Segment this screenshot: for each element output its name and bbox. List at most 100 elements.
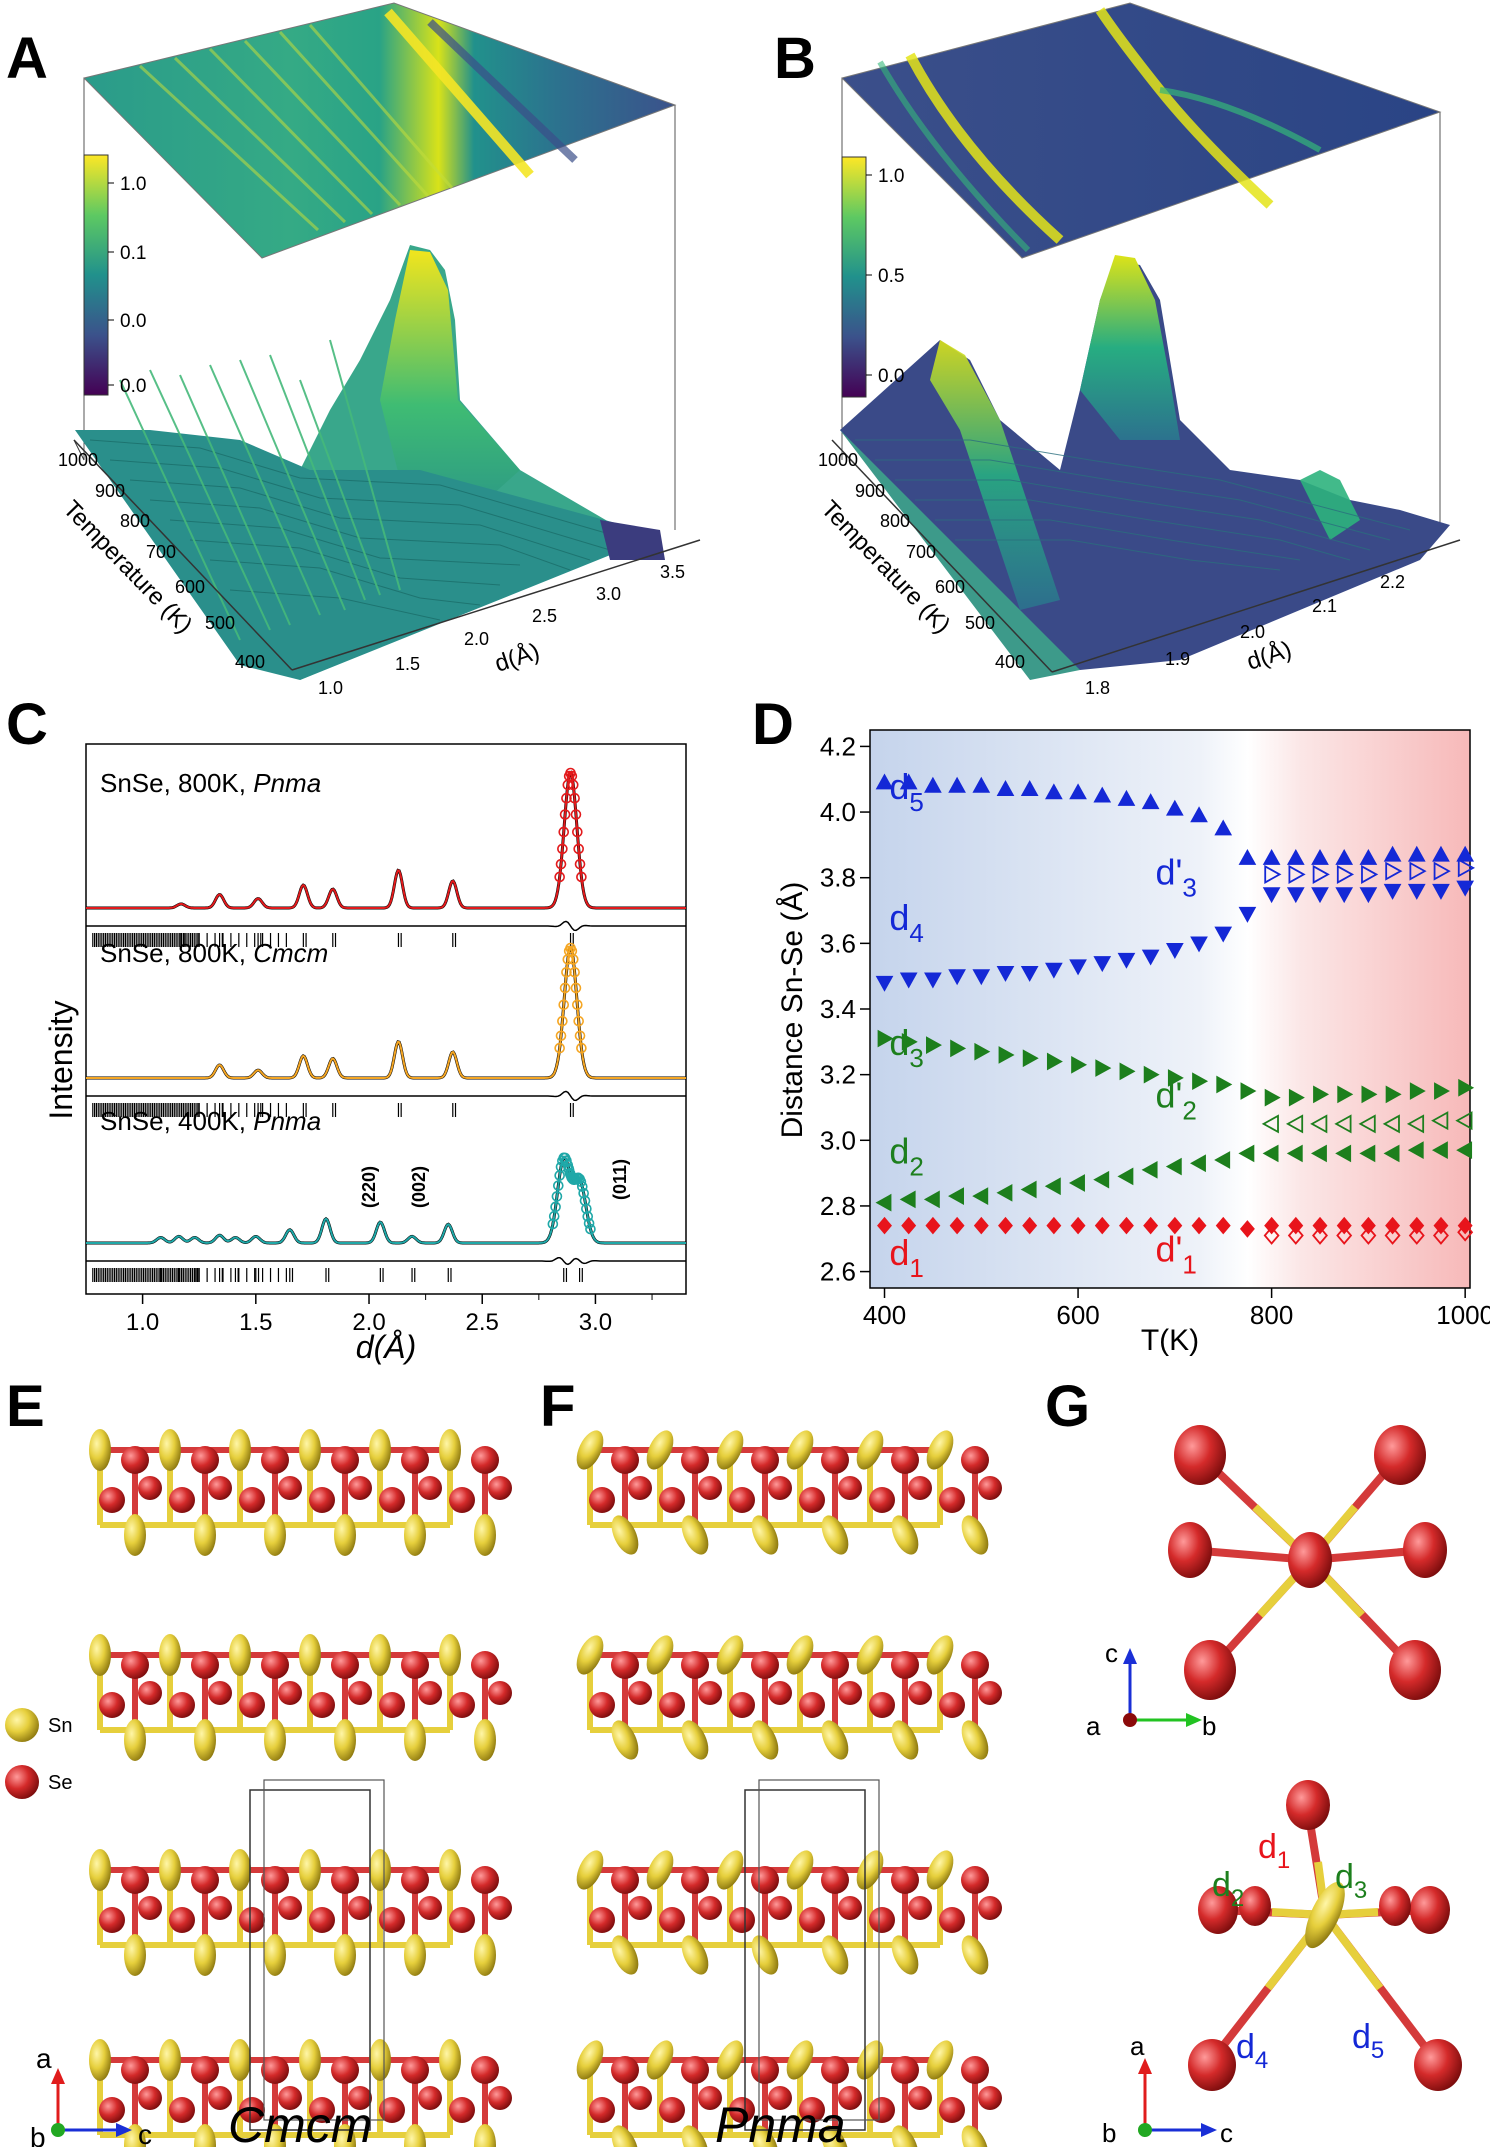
c-difference-curve — [86, 1257, 686, 1266]
d-marker — [972, 1187, 989, 1205]
d-marker — [949, 1216, 965, 1235]
d-marker — [1312, 1216, 1328, 1235]
se-atom — [821, 1651, 849, 1679]
d-marker — [877, 1216, 892, 1235]
sn-atom — [821, 1720, 849, 1760]
se-atom — [628, 1896, 652, 1920]
se-atom — [348, 1476, 372, 1500]
d-marker — [1165, 799, 1184, 816]
sn-atom — [611, 1515, 639, 1555]
se-atom — [838, 1896, 862, 1920]
se-atom — [1174, 1425, 1226, 1485]
sn-atom — [1288, 1532, 1332, 1588]
d-marker — [1141, 949, 1160, 966]
se-atom — [401, 1651, 429, 1679]
sn-atom — [334, 1514, 356, 1556]
se-atom — [331, 1651, 359, 1679]
d-marker — [1382, 1114, 1400, 1134]
d-marker — [1264, 1088, 1281, 1107]
d-marker — [1434, 1082, 1450, 1100]
d-marker — [948, 1187, 964, 1205]
se-atom — [331, 1866, 359, 1894]
c-data-point — [572, 999, 583, 1011]
b-y-tick: 700 — [906, 542, 936, 562]
se-atom — [261, 1651, 289, 1679]
sn-legend-icon — [5, 1708, 39, 1742]
se-atom — [908, 2086, 932, 2110]
a-y-tick: 1000 — [58, 450, 98, 470]
se-atom — [449, 2097, 475, 2123]
d-marker — [1457, 1222, 1474, 1242]
sn-atom — [369, 1429, 391, 1471]
f-space-group-label: Pnma — [715, 2097, 846, 2153]
se-atom — [659, 1487, 685, 1513]
c-data-point — [557, 843, 568, 855]
se-atom — [799, 1907, 825, 1933]
c-data-point — [559, 809, 571, 820]
a-y-tick: 500 — [205, 613, 235, 633]
d-marker — [1141, 1160, 1158, 1179]
d-marker — [1071, 1055, 1088, 1074]
d-marker — [1214, 1151, 1231, 1169]
se-legend-label: Se — [48, 1772, 72, 1794]
sn-atom — [576, 1430, 604, 1470]
d-marker — [973, 1216, 989, 1235]
d-marker — [1192, 1072, 1209, 1091]
c-fit-profile — [86, 946, 686, 1079]
sn-atom — [751, 2125, 779, 2147]
se-atom — [978, 2086, 1002, 2110]
se-atom — [681, 1446, 709, 1474]
c-data-point — [561, 966, 572, 978]
c-fit-profile — [86, 1156, 686, 1244]
sn-atom — [404, 1934, 426, 1976]
c-series-label: SnSe, 400K, Pnma — [100, 1106, 321, 1136]
sn-atom — [786, 1635, 814, 1675]
b-y-tick: 900 — [855, 481, 885, 501]
d-marker — [1143, 1216, 1159, 1235]
d-marker — [901, 1032, 918, 1051]
d-marker — [1143, 1065, 1160, 1084]
g-bottom-axis-b: b — [1102, 2118, 1116, 2147]
b-x-tick: 2.1 — [1312, 596, 1337, 616]
colorbar-b-tick: 0.0 — [878, 366, 904, 387]
d-marker — [948, 969, 966, 986]
c-data-point — [547, 1218, 559, 1230]
d-marker — [1458, 1078, 1475, 1097]
se-atom — [698, 1681, 722, 1705]
d-marker — [1361, 1085, 1378, 1104]
g-label-d4: d4 — [1236, 2028, 1268, 2074]
d-marker — [1457, 858, 1476, 878]
sn-atom — [961, 1935, 989, 1975]
d-marker — [899, 1190, 916, 1209]
sn-atom — [404, 2124, 426, 2147]
d-marker — [996, 780, 1015, 796]
se-atom — [908, 1476, 932, 1500]
a-y-tick: 400 — [235, 652, 265, 672]
d-marker — [1022, 1049, 1039, 1068]
panel-letter-a: A — [6, 26, 48, 91]
se-atom — [698, 1896, 722, 1920]
sn-atom — [681, 1935, 709, 1975]
a-x-tick: 3.0 — [596, 584, 621, 604]
d-marker — [1361, 864, 1379, 884]
d-marker — [1288, 1088, 1305, 1107]
se-atom — [821, 2056, 849, 2084]
d-marker — [1117, 1167, 1134, 1186]
c-data-point — [567, 779, 579, 791]
d-marker — [1432, 883, 1450, 900]
g-top-axis-c: c — [1105, 1638, 1118, 1668]
sn-atom — [786, 1850, 814, 1890]
colorbar-b-tick: 1.0 — [878, 166, 904, 187]
d-marker — [1165, 1157, 1182, 1176]
se-atom — [488, 1681, 512, 1705]
d-marker — [1239, 1220, 1255, 1238]
sn-atom — [264, 1514, 286, 1556]
g-distance-labels: d1 d2 d3 d4 d5 — [1212, 1828, 1384, 2074]
se-atom — [418, 1896, 442, 1920]
se-atom — [681, 2056, 709, 2084]
sn-atom — [334, 1719, 356, 1761]
sn-atom — [194, 1934, 216, 1976]
d-marker — [1263, 1226, 1280, 1245]
se-atom — [488, 2086, 512, 2110]
sn-atom — [611, 1720, 639, 1760]
